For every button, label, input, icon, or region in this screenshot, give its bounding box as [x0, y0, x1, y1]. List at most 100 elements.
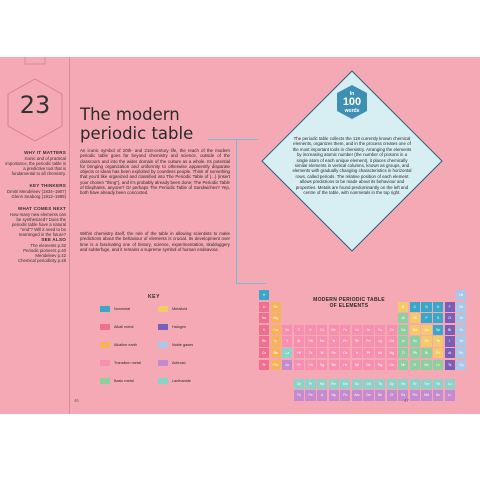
element-cell: At — [444, 348, 455, 359]
element-cell: Db — [305, 359, 316, 370]
element-cell: Ru — [340, 336, 351, 347]
element-cell: Ba — [270, 348, 281, 359]
element-cell: Ho — [398, 378, 409, 389]
element-cell: Mg — [270, 313, 281, 324]
element-cell: Bh — [328, 359, 339, 370]
key-item: Alkaline earth — [100, 342, 137, 348]
element-cell: Hg — [386, 348, 397, 359]
element-cell: Lr — [444, 390, 455, 401]
next-heading: WHAT COMES NEXT — [17, 206, 66, 211]
key-item: Nonmetal — [100, 306, 130, 312]
element-cell: N — [421, 301, 432, 312]
element-cell: Np — [328, 390, 339, 401]
key-item: Metalloid — [158, 306, 187, 312]
element-cell: Es — [398, 390, 409, 401]
element-cell: No — [433, 390, 444, 401]
badge-number: 100 — [342, 96, 362, 108]
element-cell: Bk — [375, 390, 386, 401]
element-cell: Ag — [375, 336, 386, 347]
key-label: Alkali metal — [114, 325, 134, 329]
element-cell: As — [421, 324, 432, 335]
element-cell: Zr — [293, 336, 304, 347]
element-cell: Sn — [409, 336, 420, 347]
key-title: KEY — [147, 294, 161, 300]
see-also-item: Mendeleev p.42 — [35, 253, 66, 259]
key-label: Halogen — [172, 325, 187, 329]
thinkers-text: Dmitri Mendeleev (1834–1907) Glenn Seabo… — [7, 189, 66, 200]
key-label: Alkaline earth — [114, 343, 138, 347]
element-cell: He — [456, 290, 467, 301]
element-cell: Mo — [317, 336, 328, 347]
chapter-number: 23 — [19, 91, 51, 119]
element-cell: Zn — [386, 324, 397, 335]
what-comes-next: WHAT COMES NEXT How many new elements ca… — [4, 206, 66, 238]
element-cell: Ge — [409, 324, 420, 335]
page-number-left: 46 — [74, 398, 79, 403]
element-cell: K — [259, 324, 270, 335]
element-cell: Nd — [317, 378, 328, 389]
element-cell: Lu — [444, 378, 455, 389]
element-cell: Pr — [305, 378, 316, 389]
element-cell: Fe — [340, 324, 351, 335]
element-cell: Hs — [340, 359, 351, 370]
in-100-words-badge: In 100 words — [337, 85, 367, 119]
element-cell: Cu — [375, 324, 386, 335]
element-cell: Rg — [375, 359, 386, 370]
element-cell: Ga — [398, 324, 409, 335]
connector-line — [236, 283, 266, 284]
element-cell: C — [409, 301, 420, 312]
thinkers-heading: KEY THINKERS — [29, 183, 66, 188]
element-cell: S — [433, 313, 444, 324]
element-cell: Li — [259, 301, 270, 312]
element-cell: Nb — [305, 336, 316, 347]
element-cell: Pb — [409, 348, 420, 359]
color-key: KEY Nonmetal Metalloid Alkali metal Halogen… — [94, 294, 214, 397]
element-cell: Cd — [386, 336, 397, 347]
see-also-heading: SEE ALSO — [41, 237, 66, 242]
element-cell: B — [398, 301, 409, 312]
key-label: Metalloid — [172, 307, 188, 311]
page-number-right: 47 — [404, 398, 409, 403]
element-cell: Bi — [421, 348, 432, 359]
key-swatch — [158, 306, 168, 312]
element-cell: Co — [351, 324, 362, 335]
element-cell: F — [444, 301, 455, 312]
key-swatch — [158, 378, 168, 384]
element-cell: Cl — [444, 313, 455, 324]
element-cell: Cn — [386, 359, 397, 370]
key-swatch — [100, 306, 110, 312]
why-heading: WHY IT MATTERS — [24, 150, 66, 155]
element-cell: Er — [409, 378, 420, 389]
key-item: Transition metal — [100, 360, 141, 366]
element-cell: Mc — [421, 359, 432, 370]
element-cell: Ti — [293, 324, 304, 335]
hexagon-badge-icon — [337, 85, 367, 119]
element-cell: Sm — [340, 378, 351, 389]
key-label: Basic metal — [114, 379, 134, 383]
element-cell: Pt — [363, 348, 374, 359]
element-cell: Cf — [386, 390, 397, 401]
key-swatch — [100, 342, 110, 348]
key-swatch — [158, 360, 168, 366]
element-cell: Pa — [305, 390, 316, 401]
element-cell: Al — [398, 313, 409, 324]
key-item: Lanthanide — [158, 378, 191, 384]
element-cell: Rh — [351, 336, 362, 347]
element-cell: Tb — [375, 378, 386, 389]
see-also: SEE ALSO The elements p.32 Periodic pion… — [4, 237, 66, 263]
element-cell: La — [282, 348, 293, 359]
element-cell: Kr — [456, 324, 467, 335]
see-also-item: Chemical periodicity p.48 — [17, 258, 66, 264]
element-cell: Au — [375, 348, 386, 359]
element-cell: Tm — [421, 378, 432, 389]
element-cell: Hf — [293, 348, 304, 359]
element-cell: Cm — [363, 390, 374, 401]
diamond-text: The periodic table collects the 118 curr… — [292, 136, 412, 196]
small-hexagon-icon — [24, 57, 46, 65]
element-cell: Ni — [363, 324, 374, 335]
element-cell: Tl — [398, 348, 409, 359]
key-label: Actinoid — [172, 361, 186, 365]
element-cell: Rb — [259, 336, 270, 347]
element-cell: Ir — [351, 348, 362, 359]
element-cell: Os — [340, 348, 351, 359]
